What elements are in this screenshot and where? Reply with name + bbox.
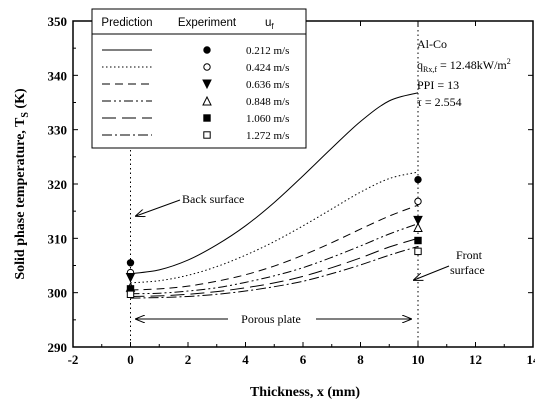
x-tick-label: 12 [469, 352, 482, 367]
front-surface-label-line2: surface [450, 263, 485, 277]
porous-plate-label: Porous plate [241, 312, 301, 326]
x-axis-title: Thickness, x (mm) [250, 385, 360, 400]
y-tick-label: 320 [48, 177, 68, 192]
parameters-box: Al-Co qRx,f = 12.48kW/m2 PPI = 13 τ = 2.… [417, 37, 511, 109]
x-tick-label: 8 [357, 352, 364, 367]
param-q-prefix: q [417, 58, 423, 72]
legend-label-3: 0.636 m/s [246, 79, 289, 91]
experiment-point-1 [126, 259, 135, 267]
y-axis-title: Solid phase temperature, TS (K) [13, 88, 31, 280]
y-tick-label: 340 [48, 68, 68, 83]
legend-label-2: 0.424 m/s [246, 62, 289, 74]
legend-label-1: 0.212 m/s [246, 45, 289, 57]
prediction-line-5 [130, 237, 419, 297]
legend-label-6: 1.272 m/s [246, 130, 289, 142]
prediction-curves [130, 92, 419, 299]
front-surface-arrow [414, 265, 450, 280]
experiment-point-5 [414, 236, 422, 245]
experiment-point-3 [413, 215, 423, 226]
x-tick-label: 4 [242, 352, 249, 367]
experiment-point-3 [125, 272, 136, 283]
x-tick-label: 10 [412, 352, 425, 367]
y-axis-title-main: Solid phase temperature, T [13, 117, 28, 280]
x-tick-label: 2 [185, 352, 192, 367]
legend: Prediction Experiment uf 0.212 m/s 0.424 … [91, 8, 307, 149]
param-q-value: = 12.48kW/m [437, 58, 507, 72]
y-tick-label: 350 [48, 14, 68, 29]
legend-rows: 0.212 m/s 0.424 m/s 0.636 m/s 0.848 m/s 1.06… [102, 45, 289, 142]
legend-label-5: 1.060 m/s [246, 113, 289, 125]
prediction-line-6 [130, 246, 419, 299]
legend-box [91, 8, 307, 149]
param-tau: τ = 2.554 [417, 95, 462, 109]
legend-header-prediction: Prediction [101, 17, 152, 29]
legend-marker-5 [203, 114, 211, 122]
param-q-sup: 2 [507, 57, 511, 66]
legend-header-velocity: uf [265, 17, 274, 31]
legend-header-u: u [265, 17, 271, 29]
y-tick-label: 310 [48, 231, 68, 246]
legend-header-experiment: Experiment [178, 17, 237, 29]
param-q-sub: Rx,f [423, 65, 437, 74]
x-tick-label: 14 [527, 352, 535, 367]
experiment-point-1 [414, 175, 422, 184]
legend-marker-2 [203, 63, 211, 71]
experiment-points [125, 175, 423, 298]
legend-label-4: 0.848 m/s [246, 96, 289, 108]
legend-marker-6 [203, 131, 211, 139]
prediction-line-1 [130, 92, 419, 275]
y-axis-title-sub: S [20, 112, 31, 118]
experiment-point-6 [414, 247, 422, 256]
experiment-point-6 [126, 290, 135, 298]
legend-marker-3 [202, 79, 212, 90]
experiment-point-4 [413, 222, 423, 232]
front-surface-label-line1: Front [456, 248, 483, 262]
param-heat-flux: qRx,f = 12.48kW/m2 [417, 57, 511, 74]
param-material: Al-Co [417, 37, 447, 51]
y-tick-label: 300 [48, 286, 68, 301]
legend-marker-1 [203, 46, 211, 54]
legend-marker-4 [202, 95, 212, 106]
prediction-line-4 [130, 223, 419, 295]
experiment-point-2 [414, 197, 422, 206]
y-tick-label: 290 [48, 340, 68, 355]
legend-header-u-sub: f [271, 22, 274, 31]
x-tick-label: -2 [68, 352, 79, 367]
back-surface-arrow [136, 199, 181, 216]
prediction-line-3 [130, 204, 419, 291]
param-ppi: PPI = 13 [417, 78, 459, 92]
y-tick-label: 330 [48, 123, 68, 138]
y-axis-title-unit: (K) [13, 88, 28, 112]
x-tick-label: 6 [300, 352, 307, 367]
x-tick-label: 0 [127, 352, 134, 367]
back-surface-label: Back surface [182, 192, 244, 206]
y-axis: 290 300 310 320 330 340 350 [48, 14, 533, 355]
